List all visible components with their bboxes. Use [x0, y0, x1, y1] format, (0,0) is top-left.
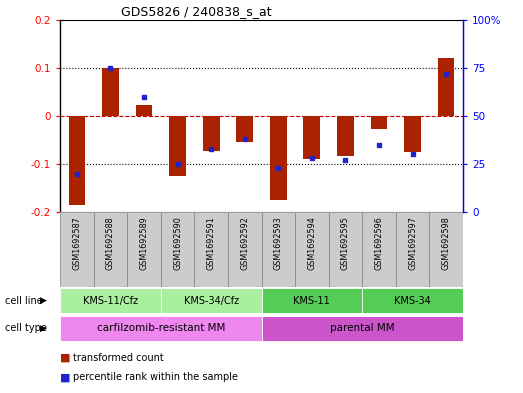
Text: GSM1692595: GSM1692595	[341, 216, 350, 270]
Text: GSM1692591: GSM1692591	[207, 216, 215, 270]
Text: GSM1692597: GSM1692597	[408, 216, 417, 270]
Bar	[94, 212, 127, 287]
Text: cell type: cell type	[5, 323, 47, 333]
Bar	[295, 212, 328, 287]
Bar	[262, 288, 362, 313]
Text: KMS-34/Cfz: KMS-34/Cfz	[184, 296, 238, 306]
Bar	[270, 116, 287, 200]
Text: GSM1692589: GSM1692589	[140, 216, 149, 270]
Bar	[337, 116, 354, 156]
Text: KMS-34: KMS-34	[394, 296, 431, 306]
Text: KMS-11/Cfz: KMS-11/Cfz	[83, 296, 138, 306]
Bar	[236, 116, 253, 142]
Text: percentile rank within the sample: percentile rank within the sample	[73, 372, 238, 382]
Bar	[429, 212, 463, 287]
Text: transformed count: transformed count	[73, 353, 164, 363]
Text: GSM1692594: GSM1692594	[308, 216, 316, 270]
Bar	[135, 105, 152, 116]
Text: ■: ■	[60, 372, 71, 382]
Text: GSM1692588: GSM1692588	[106, 216, 115, 270]
Text: parental MM: parental MM	[330, 323, 394, 333]
Bar	[161, 212, 195, 287]
Text: cell line: cell line	[5, 296, 43, 306]
Bar	[404, 116, 421, 152]
Bar	[328, 212, 362, 287]
Text: GSM1692593: GSM1692593	[274, 216, 283, 270]
Text: GSM1692590: GSM1692590	[173, 216, 182, 270]
Bar	[60, 212, 94, 287]
Bar	[203, 116, 220, 151]
Bar	[362, 288, 463, 313]
Text: GSM1692587: GSM1692587	[72, 216, 82, 270]
Text: ■: ■	[60, 353, 71, 363]
Bar	[303, 116, 320, 159]
Text: carfilzomib-resistant MM: carfilzomib-resistant MM	[97, 323, 225, 333]
Bar	[228, 212, 262, 287]
Bar	[396, 212, 429, 287]
Text: ▶: ▶	[40, 296, 47, 305]
Text: GDS5826 / 240838_s_at: GDS5826 / 240838_s_at	[120, 6, 271, 18]
Bar	[161, 288, 262, 313]
Text: GSM1692598: GSM1692598	[441, 216, 451, 270]
Bar	[195, 212, 228, 287]
Bar	[362, 212, 396, 287]
Bar	[102, 68, 119, 116]
Text: GSM1692592: GSM1692592	[240, 216, 249, 270]
Bar	[371, 116, 388, 129]
Bar	[262, 316, 463, 340]
Bar	[60, 316, 262, 340]
Bar	[438, 58, 454, 116]
Text: KMS-11: KMS-11	[293, 296, 330, 306]
Bar	[127, 212, 161, 287]
Bar	[60, 288, 161, 313]
Text: GSM1692596: GSM1692596	[374, 216, 383, 270]
Bar	[69, 116, 85, 205]
Bar	[169, 116, 186, 176]
Text: ▶: ▶	[40, 324, 47, 332]
Bar	[262, 212, 295, 287]
